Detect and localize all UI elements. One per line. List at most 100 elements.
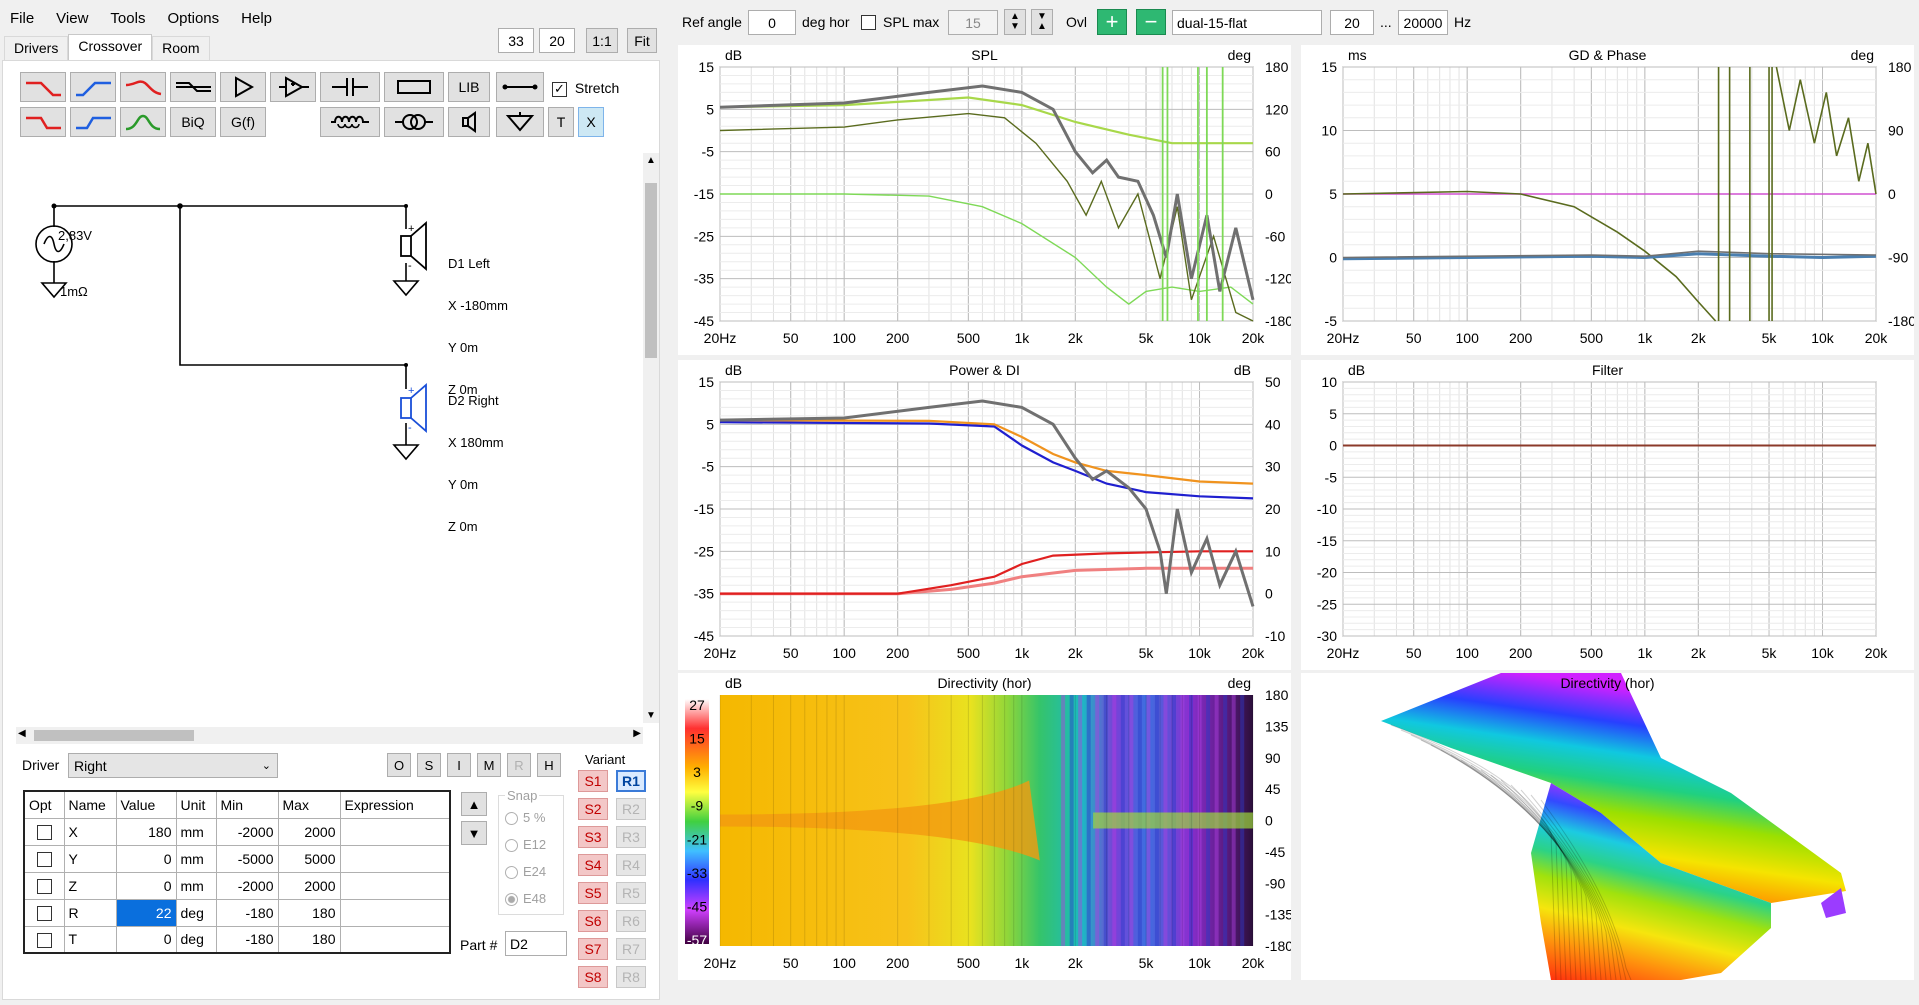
- param-max[interactable]: 5000: [277, 844, 341, 873]
- param-max[interactable]: 2000: [277, 871, 341, 900]
- tab-crossover[interactable]: Crossover: [68, 34, 153, 61]
- resistor-button[interactable]: [384, 72, 444, 102]
- vscroll-thumb[interactable]: [645, 183, 657, 358]
- bandpass-button[interactable]: [120, 107, 166, 137]
- param-max[interactable]: 180: [277, 925, 341, 954]
- spl-max-input[interactable]: 15: [948, 10, 998, 35]
- stretch-checkbox[interactable]: ✓ Stretch: [552, 80, 619, 97]
- param-expression[interactable]: [339, 925, 451, 954]
- zoom-fit-button[interactable]: Fit: [627, 28, 657, 53]
- variant-r4[interactable]: R4: [616, 854, 646, 876]
- snap-option[interactable]: E12: [505, 837, 546, 853]
- param-expression[interactable]: [339, 898, 451, 927]
- wire-button[interactable]: [496, 72, 544, 102]
- variant-s3[interactable]: S3: [578, 826, 608, 848]
- filter-chart[interactable]: 10 5 0 -5 -10 -15 -20 -25 -30 20Hz 50 100 200 500 1k 2k…: [1301, 360, 1914, 670]
- text-button[interactable]: T: [548, 107, 574, 137]
- driver-btn-m[interactable]: M: [477, 753, 501, 777]
- driver-d2-label[interactable]: D2 Right X 180mm Y 0m Z 0m: [448, 366, 504, 562]
- variant-s1[interactable]: S1: [578, 770, 608, 792]
- variant-s2[interactable]: S2: [578, 798, 608, 820]
- param-value[interactable]: 0: [115, 844, 177, 873]
- part-number-input[interactable]: D2: [505, 931, 567, 956]
- freq-max-input[interactable]: 20000: [1398, 10, 1448, 35]
- menu-options[interactable]: Options: [167, 9, 220, 27]
- param-min[interactable]: -2000: [215, 817, 279, 846]
- scroll-right-icon[interactable]: ▶: [633, 728, 641, 739]
- opt-checkbox[interactable]: [36, 878, 52, 894]
- lowpass-1-button[interactable]: [20, 72, 66, 102]
- variant-s8[interactable]: S8: [578, 966, 608, 988]
- snap-option[interactable]: 5 %: [505, 810, 545, 826]
- ground-button[interactable]: [496, 107, 544, 137]
- param-min[interactable]: -180: [215, 898, 279, 927]
- param-value[interactable]: 0: [115, 871, 177, 900]
- opt-checkbox[interactable]: [36, 824, 52, 840]
- move-down-button[interactable]: ▼: [461, 821, 487, 845]
- param-max[interactable]: 180: [277, 898, 341, 927]
- gf-button[interactable]: G(f): [220, 107, 266, 137]
- param-value[interactable]: 0: [115, 925, 177, 954]
- variant-s7[interactable]: S7: [578, 938, 608, 960]
- spl-max-checkbox[interactable]: [861, 13, 876, 30]
- param-min[interactable]: -2000: [215, 871, 279, 900]
- variant-s4[interactable]: S4: [578, 854, 608, 876]
- variant-r2[interactable]: R2: [616, 798, 646, 820]
- table-row[interactable]: R 22 deg -180 180: [23, 898, 451, 927]
- opt-checkbox[interactable]: [36, 932, 52, 948]
- variant-r1[interactable]: R1: [616, 770, 646, 792]
- driver-d1-label[interactable]: D1 Left X -180mm Y 0m Z 0m: [448, 229, 508, 425]
- gd-phase-chart[interactable]: 15 10 5 0 -5 180 90 0 -90 -180 20Hz 50 100 200 500 1k 2k…: [1301, 45, 1916, 355]
- zoom-value-1[interactable]: 33: [498, 28, 534, 53]
- param-min[interactable]: -180: [215, 925, 279, 954]
- capacitor-button[interactable]: [320, 72, 380, 102]
- schematic-hscrollbar[interactable]: ◀ ▶: [16, 727, 643, 744]
- param-expression[interactable]: [339, 817, 451, 846]
- power-di-chart[interactable]: 15 5 -5 -15 -25 -35 -45 50 40 30 20 10 0 -10 20Hz 50 100…: [678, 360, 1291, 670]
- overlay-name-input[interactable]: dual-15-flat: [1172, 10, 1322, 35]
- table-row[interactable]: Z 0 mm -2000 2000: [23, 871, 451, 900]
- spl-fit-button[interactable]: ▼ ▲: [1031, 9, 1053, 35]
- snap-option[interactable]: E48: [505, 891, 546, 907]
- opt-checkbox[interactable]: [36, 851, 52, 867]
- variant-r5[interactable]: R5: [616, 882, 646, 904]
- buffer-button[interactable]: [270, 72, 316, 102]
- schematic-vscrollbar[interactable]: ▲ ▼: [643, 153, 659, 723]
- hscroll-thumb[interactable]: [34, 730, 194, 741]
- zoom-1to1-button[interactable]: 1:1: [586, 28, 618, 53]
- directivity-map[interactable]: 27 15 3 -9 -21 -33 -45 -57 180 135 90 45 0 -45 -90 -135…: [678, 673, 1293, 980]
- variant-s5[interactable]: S5: [578, 882, 608, 904]
- driver-btn-r[interactable]: R: [507, 753, 531, 777]
- remove-overlay-button[interactable]: −: [1136, 9, 1166, 35]
- menu-view[interactable]: View: [56, 9, 89, 27]
- spl-chart[interactable]: 15 5 -5 -15 -25 -35 -45 180 120 60 0 -60 -120 -180 20H…: [678, 45, 1293, 355]
- driver-btn-s[interactable]: S: [417, 753, 441, 777]
- param-max[interactable]: 2000: [277, 817, 341, 846]
- table-row[interactable]: X 180 mm -2000 2000: [23, 817, 451, 846]
- variant-r8[interactable]: R8: [616, 966, 646, 988]
- param-min[interactable]: -5000: [215, 844, 279, 873]
- lowpass-2-button[interactable]: [20, 107, 66, 137]
- inductor-button[interactable]: [320, 107, 380, 137]
- highpass-2-button[interactable]: [70, 107, 116, 137]
- menu-tools[interactable]: Tools: [110, 9, 146, 27]
- table-row[interactable]: Y 0 mm -5000 5000: [23, 844, 451, 873]
- opt-checkbox[interactable]: [36, 905, 52, 921]
- add-overlay-button[interactable]: +: [1097, 9, 1127, 35]
- scroll-left-icon[interactable]: ◀: [18, 728, 26, 739]
- scroll-down-icon[interactable]: ▼: [646, 710, 656, 721]
- speaker-button[interactable]: [448, 107, 490, 137]
- lowpass-peak-button[interactable]: [120, 72, 166, 102]
- highpass-1-button[interactable]: [70, 72, 116, 102]
- amplifier-button[interactable]: [220, 72, 266, 102]
- param-expression[interactable]: [339, 871, 451, 900]
- zoom-value-2[interactable]: 20: [539, 28, 575, 53]
- schematic-canvas[interactable]: + - + - 2,83V 1mΩ D1 Left X -180mm Y 0m Z …: [16, 153, 643, 723]
- driver-select[interactable]: Right ⌄: [68, 753, 278, 778]
- param-expression[interactable]: [339, 844, 451, 873]
- variant-s6[interactable]: S6: [578, 910, 608, 932]
- tab-drivers[interactable]: Drivers: [4, 36, 69, 60]
- shelf-button[interactable]: [170, 72, 216, 102]
- delete-button[interactable]: X: [578, 107, 604, 137]
- variant-r3[interactable]: R3: [616, 826, 646, 848]
